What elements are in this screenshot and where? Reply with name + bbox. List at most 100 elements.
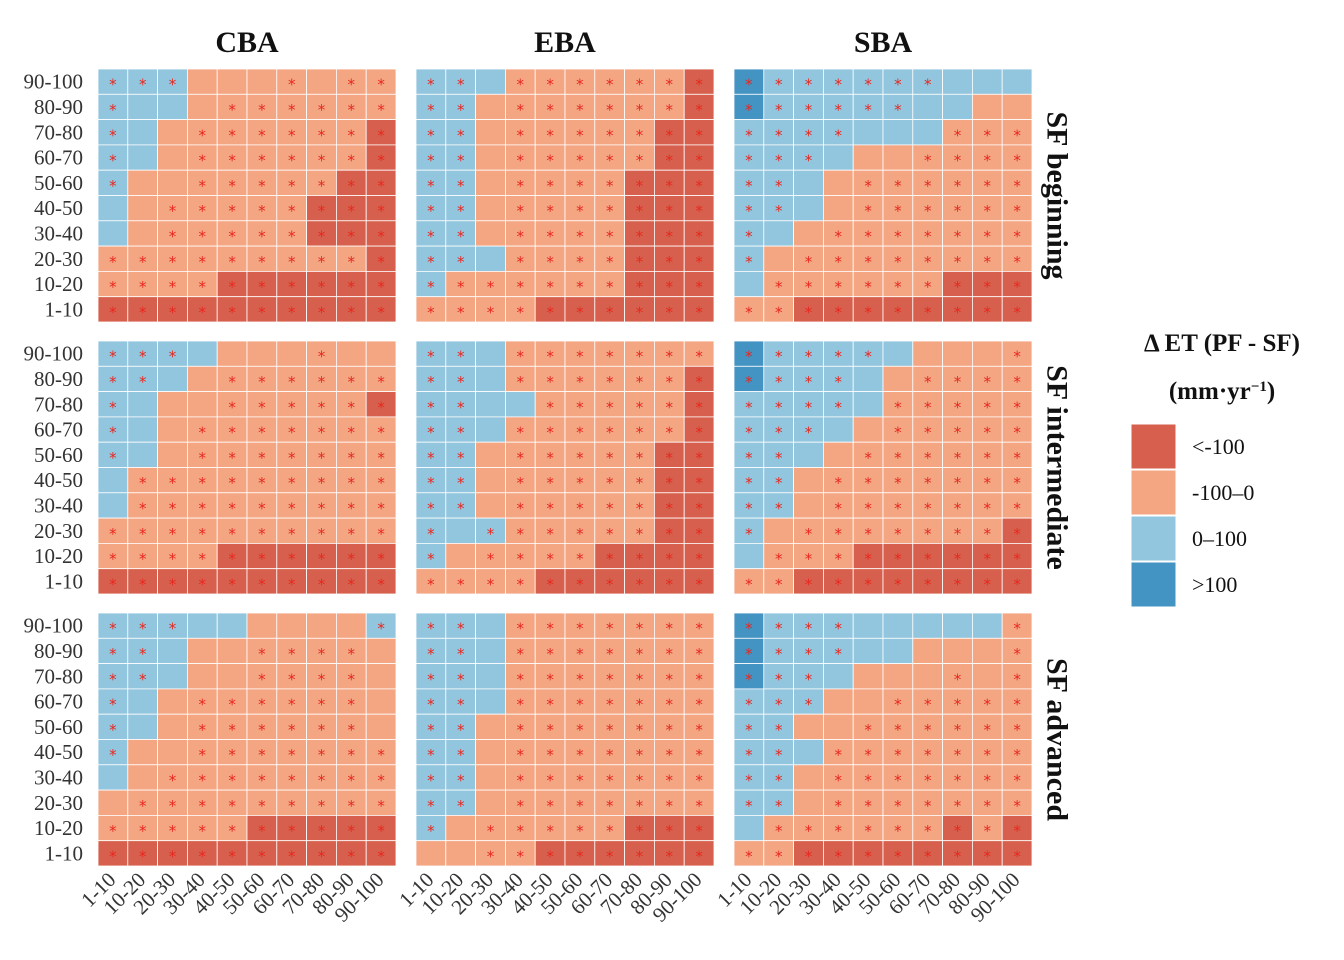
heatmap-cell: [276, 840, 307, 867]
heatmap-cell: [504, 663, 536, 690]
heatmap-cell: [365, 713, 397, 740]
significance-marker: *: [1013, 645, 1021, 663]
significance-marker: *: [745, 797, 753, 815]
y-tick-label: 1-10: [45, 297, 84, 321]
heatmap-cell: [365, 365, 397, 392]
significance-marker: *: [139, 575, 147, 593]
heatmap-cell: [683, 441, 715, 468]
heatmap-cell: [216, 68, 248, 95]
significance-marker: *: [984, 550, 992, 568]
heatmap-cell: [475, 68, 506, 95]
significance-marker: *: [576, 253, 584, 271]
heatmap-cell: [157, 220, 188, 247]
heatmap-cell: [475, 365, 506, 392]
significance-marker: *: [318, 303, 326, 321]
heatmap-cell: [276, 612, 307, 639]
significance-marker: *: [745, 499, 753, 517]
significance-marker: *: [606, 348, 614, 366]
significance-marker: *: [318, 348, 326, 366]
significance-marker: *: [894, 202, 902, 220]
heatmap-cell: [852, 568, 884, 595]
heatmap-cell: [216, 296, 248, 323]
significance-marker: *: [288, 746, 296, 764]
significance-marker: *: [546, 373, 554, 391]
heatmap-cell: [882, 169, 914, 196]
heatmap-cell: [654, 612, 685, 639]
heatmap-cell: [793, 815, 824, 842]
significance-marker: *: [109, 278, 117, 296]
significance-marker: *: [924, 847, 932, 865]
significance-marker: *: [517, 550, 525, 568]
heatmap-cell: [882, 663, 914, 690]
heatmap-cell: [157, 245, 188, 272]
significance-marker: *: [864, 177, 872, 195]
heatmap-cell: [1001, 789, 1033, 816]
significance-marker: *: [546, 253, 554, 271]
heatmap-cell: [852, 543, 884, 570]
significance-marker: *: [835, 575, 843, 593]
y-tick-label: 40-50: [34, 740, 83, 764]
significance-marker: *: [457, 746, 465, 764]
significance-marker: *: [835, 303, 843, 321]
heatmap-cell: [415, 517, 447, 544]
significance-marker: *: [427, 746, 435, 764]
heatmap-cell: [335, 764, 367, 791]
significance-marker: *: [318, 550, 326, 568]
x-tick-labels: 1-1010-2020-3030-4040-5050-6060-7070-808…: [76, 868, 1024, 927]
significance-marker: *: [199, 177, 207, 195]
significance-marker: *: [745, 575, 753, 593]
heatmap-cell: [504, 764, 536, 791]
significance-marker: *: [1013, 696, 1021, 714]
row-titles: SF beginning SF intermediate SF advanced: [1041, 111, 1074, 821]
significance-marker: *: [377, 499, 385, 517]
heatmap-cell: [97, 815, 129, 842]
heatmap-cell: [365, 296, 397, 323]
significance-marker: *: [258, 721, 266, 739]
significance-marker: *: [666, 550, 674, 568]
heatmap-cell: [97, 543, 129, 570]
significance-marker: *: [427, 152, 435, 170]
significance-marker: *: [745, 645, 753, 663]
significance-marker: *: [666, 278, 674, 296]
significance-marker: *: [636, 449, 644, 467]
significance-marker: *: [258, 696, 266, 714]
heatmap-cell: [882, 739, 914, 766]
heatmap-cell: [683, 416, 715, 443]
significance-marker: *: [924, 278, 932, 296]
heatmap-cell: [852, 739, 884, 766]
heatmap-cell: [852, 296, 884, 323]
heatmap-cell: [306, 517, 337, 544]
significance-marker: *: [517, 101, 525, 119]
significance-marker: *: [636, 575, 644, 593]
heatmap-cell: [912, 340, 943, 367]
heatmap-cell: [733, 492, 765, 519]
significance-marker: *: [288, 278, 296, 296]
significance-marker: *: [745, 847, 753, 865]
significance-marker: *: [517, 771, 525, 789]
significance-marker: *: [954, 696, 962, 714]
significance-marker: *: [924, 398, 932, 416]
significance-marker: *: [377, 101, 385, 119]
heatmap-cell: [335, 296, 367, 323]
significance-marker: *: [427, 822, 435, 840]
heatmap-cell: [246, 815, 278, 842]
significance-marker: *: [835, 645, 843, 663]
significance-marker: *: [775, 771, 783, 789]
significance-marker: *: [228, 474, 236, 492]
significance-marker: *: [427, 670, 435, 688]
significance-marker: *: [348, 424, 356, 442]
heatmap-cell: [733, 663, 765, 690]
heatmap-cell: [475, 764, 506, 791]
heatmap-cell: [763, 467, 794, 494]
heatmap-cell: [882, 568, 914, 595]
heatmap-cell: [942, 637, 973, 664]
heatmap-cell: [763, 144, 794, 171]
significance-marker: *: [288, 101, 296, 119]
significance-marker: *: [109, 696, 117, 714]
significance-marker: *: [139, 303, 147, 321]
significance-marker: *: [695, 847, 703, 865]
heatmap-cell: [186, 739, 218, 766]
heatmap-cell: [882, 340, 914, 367]
significance-marker: *: [139, 550, 147, 568]
significance-marker: *: [954, 474, 962, 492]
